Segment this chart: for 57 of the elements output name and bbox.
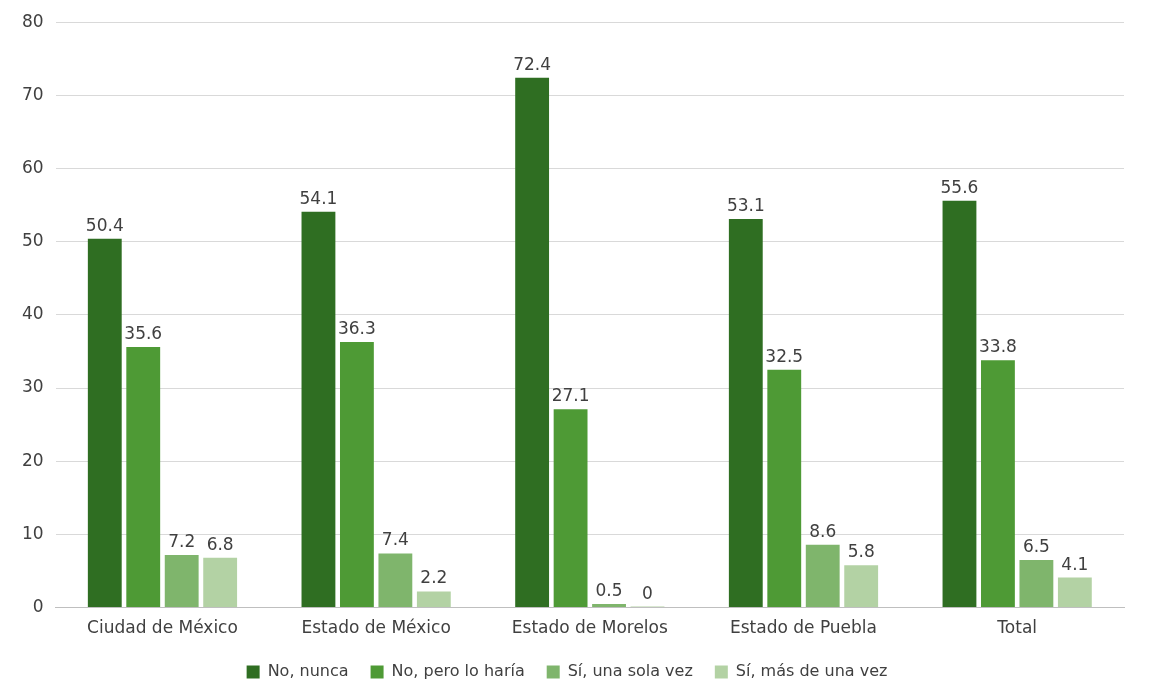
x-tick-label: Estado de Morelos	[511, 617, 668, 638]
data-label: 36.3	[337, 317, 376, 338]
y-tick-label: 10	[21, 522, 44, 543]
data-label: 7.4	[381, 529, 409, 550]
legend-label: No, pero lo haría	[391, 661, 525, 681]
y-tick-label: 70	[21, 83, 44, 104]
data-label: 5.8	[847, 541, 875, 562]
bar	[767, 369, 802, 608]
bar	[942, 200, 977, 608]
bar	[981, 360, 1015, 608]
data-label: 54.1	[299, 187, 338, 208]
data-label: 8.6	[809, 520, 837, 541]
bar	[339, 341, 374, 608]
data-label: 2.2	[420, 567, 448, 588]
y-tick-label: 50	[21, 230, 44, 251]
data-label: 4.1	[1061, 553, 1089, 574]
bar	[515, 77, 550, 608]
x-tick-label: Estado de Puebla	[729, 617, 878, 638]
data-label: 33.8	[979, 336, 1017, 357]
bar	[416, 591, 451, 608]
bar	[1057, 577, 1092, 608]
data-label: 0	[642, 582, 653, 603]
bar	[378, 553, 413, 608]
y-tick-label: 80	[21, 10, 44, 31]
data-label: 72.4	[513, 53, 552, 74]
data-label: 6.8	[206, 533, 234, 554]
bar	[592, 603, 626, 608]
x-tick-label: Ciudad de México	[87, 617, 238, 638]
legend-label: Sí, una sola vez	[567, 661, 693, 681]
bar	[844, 565, 879, 608]
bar	[728, 219, 763, 608]
data-label: 7.2	[168, 530, 196, 551]
y-tick-label: 40	[21, 303, 44, 324]
x-tick-label: Total	[996, 617, 1038, 638]
y-tick-label: 0	[32, 596, 44, 617]
bar	[805, 544, 840, 608]
y-tick-label: 60	[21, 156, 44, 177]
x-tick-label: Estado de México	[301, 617, 451, 638]
data-label: 0.5	[595, 579, 623, 600]
bar	[203, 557, 238, 608]
data-label: 6.5	[1022, 535, 1050, 556]
data-label: 35.6	[124, 323, 163, 344]
data-label: 55.6	[940, 176, 979, 197]
bar	[164, 554, 199, 608]
bar	[87, 238, 122, 608]
bar	[301, 211, 336, 608]
data-label: 27.1	[551, 385, 590, 406]
data-label: 53.1	[726, 194, 765, 215]
data-label: 50.4	[85, 214, 124, 235]
y-tick-label: 30	[21, 376, 44, 397]
bar	[1019, 560, 1054, 608]
data-label: 32.5	[765, 345, 804, 366]
legend-label: Sí, más de una vez	[735, 661, 888, 681]
bar	[553, 409, 588, 608]
bar	[126, 347, 161, 608]
y-tick-label: 20	[21, 449, 44, 470]
legend-label: No, nunca	[267, 661, 349, 681]
